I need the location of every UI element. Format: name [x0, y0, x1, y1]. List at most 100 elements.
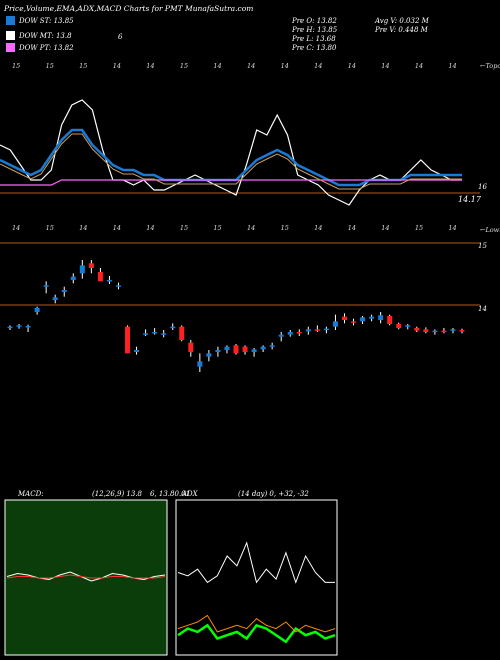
adx-series-2 — [177, 614, 336, 633]
candle-body-4 — [43, 285, 49, 287]
legend-label-pt: DOW PT: 13.82 — [19, 43, 74, 52]
candle-body-49 — [450, 329, 456, 331]
bottom-tick-7: 14 — [247, 224, 256, 232]
candle-body-35 — [323, 328, 329, 331]
pre-volume: Pre V: 0.448 M — [375, 26, 428, 34]
prev-close: Pre C: 13.80 — [292, 44, 337, 52]
adx-series-1 — [177, 623, 336, 644]
bottom-tick-8: 15 — [280, 224, 289, 232]
candle-body-1 — [16, 325, 22, 327]
top-tick-12: 14 — [414, 62, 424, 70]
macd-series-0 — [6, 571, 166, 582]
macd-label: MACD: — [18, 490, 44, 498]
ema-price-label: 14.17 — [458, 195, 481, 204]
candle-axis-high: 15 — [478, 242, 487, 250]
top-tick-11: 14 — [381, 62, 390, 70]
top-tick-6: 14 — [213, 62, 222, 70]
ema-series-1 — [0, 128, 462, 187]
bottom-tick-1: 15 — [45, 224, 54, 232]
candle-body-10 — [97, 272, 103, 282]
legend-swatch-mt — [6, 31, 15, 40]
candle-body-30 — [278, 334, 284, 337]
candle-body-0 — [7, 326, 13, 329]
top-tick-5: 15 — [179, 62, 189, 70]
candle-body-31 — [287, 332, 293, 335]
candle-body-29 — [269, 345, 275, 347]
top-tick-2: 15 — [79, 62, 88, 70]
candle-body-19 — [179, 326, 185, 340]
candle-body-32 — [296, 332, 302, 334]
macd-params: (12,26,9) 13.8 — [92, 490, 142, 498]
candle-body-11 — [106, 280, 112, 282]
candle-body-37 — [341, 316, 347, 320]
legend-swatch-pt — [6, 43, 15, 52]
candle-body-3 — [34, 308, 40, 312]
adx-label: ADX — [182, 490, 198, 498]
ema-slow-line — [0, 133, 462, 190]
bottom-tick-11: 14 — [381, 224, 390, 232]
candle-body-18 — [170, 326, 176, 329]
candle-body-12 — [115, 285, 121, 287]
candle-body-7 — [70, 276, 76, 280]
bottom-tick-6: 15 — [213, 224, 222, 232]
candle-body-8 — [79, 265, 85, 274]
candle-body-28 — [260, 346, 266, 350]
candle-body-39 — [360, 317, 366, 322]
candle-body-26 — [242, 346, 248, 352]
candle-body-6 — [61, 290, 67, 292]
bottom-tick-5: 15 — [179, 224, 189, 232]
candle-body-2 — [25, 326, 31, 328]
top-tick-1: 15 — [45, 62, 54, 70]
candle-body-43 — [396, 324, 402, 328]
bottom-tick-10: 14 — [347, 224, 356, 232]
top-tick-0: 15 — [12, 62, 21, 70]
candle-body-13 — [125, 326, 131, 354]
candle-body-21 — [197, 361, 203, 367]
candle-body-41 — [378, 315, 384, 320]
prev-low: Pre L: 13.68 — [292, 35, 336, 43]
bottom-tick-0: 14 — [12, 224, 21, 232]
ema-series-2 — [0, 179, 462, 186]
legend-dow-mt: DOW MT: 13.8 — [6, 31, 72, 40]
adx-params: (14 day) 0, +32, -32 — [238, 490, 309, 498]
bottom-tick-3: 14 — [112, 224, 121, 232]
top-tick-8: 14 — [280, 62, 289, 70]
top-tick-7: 14 — [247, 62, 256, 70]
candle-body-47 — [432, 330, 438, 333]
bottom-tick-4: 14 — [146, 224, 155, 232]
legend-extra-value: 6 — [118, 33, 123, 41]
candle-body-36 — [332, 321, 338, 327]
candle-body-48 — [441, 330, 447, 333]
legend-label-mt: DOW MT: 13.8 — [19, 31, 72, 40]
candle-body-42 — [387, 316, 393, 324]
bottom-tick-9: 14 — [314, 224, 323, 232]
candle-body-33 — [305, 329, 311, 332]
ema-axis-label: 16 — [478, 183, 487, 191]
candle-body-50 — [459, 330, 465, 332]
candle-body-15 — [143, 333, 149, 335]
candle-body-5 — [52, 297, 58, 300]
candle-body-24 — [224, 346, 230, 350]
top-tick-10: 14 — [347, 62, 356, 70]
bottom-tick-13: 14 — [448, 224, 457, 232]
top-right-label: ←Topo — [480, 62, 500, 70]
candle-body-27 — [251, 349, 257, 352]
candle-body-16 — [152, 332, 158, 334]
legend-dow-st: DOW ST: 13.85 — [6, 16, 74, 25]
candle-body-23 — [215, 350, 221, 352]
candle-body-38 — [351, 321, 357, 323]
lower-right-label: ←Lown — [480, 226, 500, 234]
candle-body-46 — [423, 329, 429, 332]
avg-volume: Avg V: 0.032 M — [375, 17, 429, 25]
prev-open: Pre O: 13.82 — [292, 17, 337, 25]
candle-body-44 — [405, 325, 411, 327]
top-tick-13: 14 — [448, 62, 457, 70]
macd-series-1 — [6, 574, 166, 579]
top-tick-4: 14 — [146, 62, 155, 70]
macd-values: 6, 13.80.01 — [150, 490, 191, 498]
chart-title: Price,Volume,EMA,ADX,MACD Charts for PMT… — [4, 4, 254, 13]
top-tick-9: 14 — [314, 62, 323, 70]
adx-series-0 — [177, 541, 335, 584]
legend-dow-pt: DOW PT: 13.82 — [6, 43, 74, 52]
